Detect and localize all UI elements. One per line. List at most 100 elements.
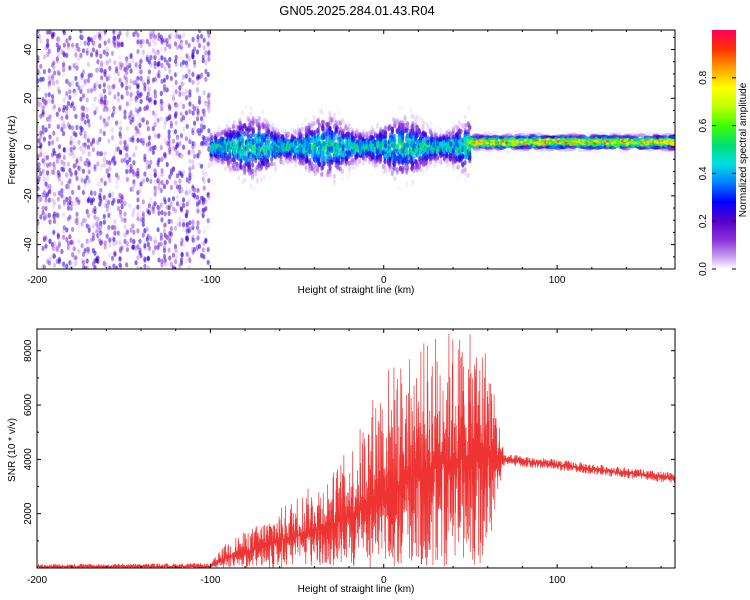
heatmap-cell [251,186,255,192]
heatmap-cell [261,109,265,115]
heatmap-cell [108,106,112,112]
heatmap-cell [163,151,167,158]
heatmap-cell [159,144,163,151]
heatmap-cell [401,133,405,140]
heatmap-cell [71,189,75,195]
heatmap-cell [128,203,132,209]
heatmap-cell [42,215,47,221]
heatmap-cell [46,176,50,182]
heatmap-cell [69,146,73,152]
heatmap-cell [312,114,316,121]
heatmap-cell [77,224,81,230]
heatmap-cell [149,207,153,213]
heatmap-cell [62,167,66,173]
heatmap-cell [191,219,195,225]
heatmap-cell [390,128,394,134]
heatmap-cell [51,94,55,100]
heatmap-cell [182,144,186,150]
heatmap-cell [167,205,171,211]
heatmap-cell [119,120,123,126]
heatmap-cell [41,245,45,251]
heatmap-cell [39,142,43,148]
heatmap-cell [136,75,140,81]
heatmap-cell [62,212,66,218]
heatmap-cell [267,140,271,146]
heatmap-cell [125,153,129,159]
heatmap-cell [105,121,109,127]
heatmap-cell [110,52,115,58]
heatmap-cell [229,141,233,147]
heatmap-cell [89,190,94,196]
heatmap-cell [42,69,47,75]
heatmap-cell [201,108,205,114]
heatmap-cell [55,212,59,218]
heatmap-cell [157,73,161,79]
heatmap-cell [71,80,75,86]
heatmap-cell [229,136,233,142]
heatmap-cell [102,82,106,88]
heatmap-cell [44,201,48,207]
heatmap-cell [79,53,83,59]
heatmap-cell [129,96,133,102]
heatmap-cell [46,116,50,122]
heatmap-cell [128,101,132,107]
heatmap-cell [191,148,195,154]
heatmap-cell [202,254,206,260]
heatmap-cell [193,46,197,52]
heatmap-cell [160,106,164,112]
heatmap-cell [159,90,163,97]
heatmap-cell [225,124,229,130]
heatmap-cell [136,190,140,196]
heatmap-cell [193,246,197,253]
heatmap-cell [56,36,60,42]
heatmap-cell [52,64,57,70]
heatmap-cell [406,149,410,155]
heatmap-cell [123,157,127,163]
heatmap-cell [85,238,89,244]
heatmap-cell [207,128,211,134]
heatmap-cell [397,105,401,111]
heatmap-cell [174,30,178,34]
heatmap-cell [217,124,221,130]
heatmap-cell [160,156,164,162]
heatmap-cell [77,165,81,171]
heatmap-cell [128,136,132,142]
heatmap-cell [99,167,103,173]
heatmap-cell [75,211,79,217]
heatmap-cell [136,197,140,203]
heatmap-cell [196,235,200,241]
heatmap-cell [147,92,151,98]
heatmap-cell [185,201,189,207]
heatmap-cell [125,30,129,36]
heatmap-cell [110,135,115,141]
heatmap-cell [93,40,97,46]
heatmap-cell [185,251,189,257]
heatmap-cell [187,42,191,48]
heatmap-cell [165,179,169,185]
heatmap-cell [42,54,47,60]
heatmap-cell [200,116,204,122]
heatmap-cell [95,106,99,112]
heatmap-cell [165,60,169,66]
heatmap-cell [105,51,109,57]
heatmap-cell [131,122,135,128]
heatmap-cell [206,137,210,143]
heatmap-cell [151,37,155,44]
heatmap-cell [463,160,467,166]
heatmap-cell [89,37,94,43]
heatmap-cell [125,65,129,71]
heatmap-cell [86,179,90,185]
heatmap-cell [184,190,188,196]
heatmap-cell [167,218,171,225]
heatmap-cell [125,90,129,96]
heatmap-cell [100,60,104,66]
heatmap-cell [178,178,182,184]
heatmap-cell [219,131,223,138]
heatmap-cell [83,187,87,193]
heatmap-cell [69,240,73,246]
heatmap-cell [259,95,263,101]
heatmap-cell [48,184,52,190]
heatmap-cell [159,106,163,112]
heatmap-cell [51,169,55,175]
heatmap-cell [47,75,51,81]
